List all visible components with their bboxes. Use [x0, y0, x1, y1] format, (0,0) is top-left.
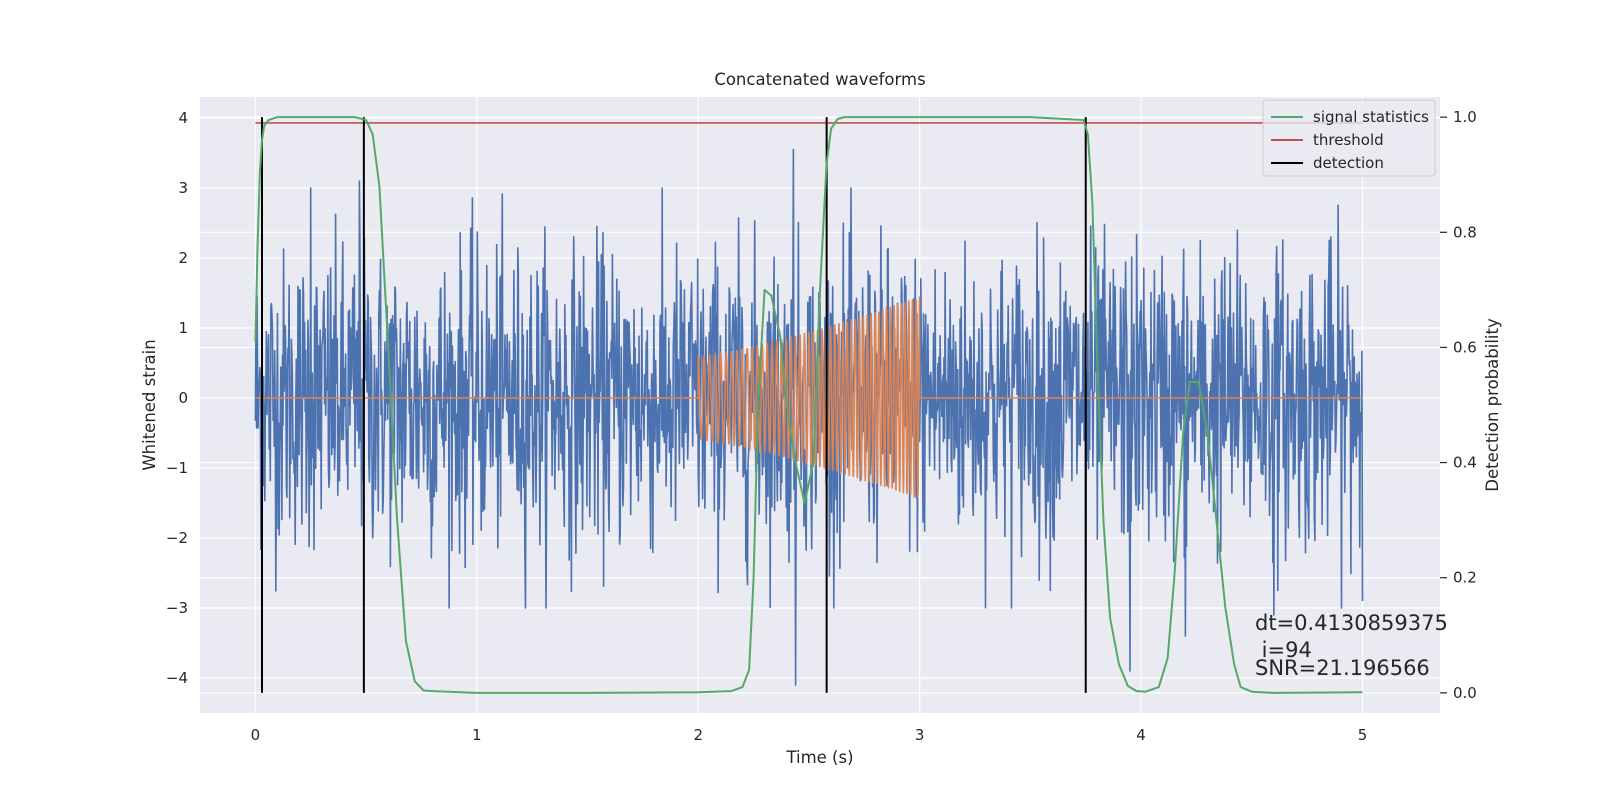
- legend-box: [1262, 99, 1436, 177]
- y-tick-label: −4: [166, 669, 188, 687]
- x-tick-label: 0: [251, 726, 261, 744]
- series-line-signal-statistics: [254, 116, 1363, 694]
- y-tick-label: 2: [178, 249, 188, 267]
- legend: signal statistics threshold detection: [1262, 99, 1436, 177]
- plot-data: [254, 116, 1364, 694]
- annotation-dt: dt=0.4130859375: [1255, 611, 1448, 635]
- y-tick-label: 4: [178, 109, 188, 127]
- x-tick-label: 3: [915, 726, 925, 744]
- y2-tick-label: 0.0: [1453, 684, 1477, 702]
- y-tick-label: −1: [166, 459, 188, 477]
- y2-tick-label: 0.2: [1453, 569, 1477, 587]
- y2-tick-label: 0.4: [1453, 454, 1477, 472]
- annotation-snr: SNR=21.196566: [1255, 656, 1430, 680]
- x-tick-label: 5: [1358, 726, 1368, 744]
- annotation-index: i=94: [1255, 638, 1312, 662]
- legend-label-signal-statistics: signal statistics: [1313, 108, 1429, 126]
- series-line-whitened-strain: [254, 148, 1364, 686]
- y-tick-label: −2: [166, 529, 188, 547]
- y-tick-label: 3: [178, 179, 188, 197]
- legend-label-threshold: threshold: [1313, 131, 1384, 149]
- x-tick-label: 1: [472, 726, 482, 744]
- y2-tick-label: 0.6: [1453, 338, 1477, 356]
- y-tick-label: −3: [166, 599, 188, 617]
- y-axis-label: Whitened strain: [140, 339, 159, 470]
- tick-labels: 0 1 2 3 4 5 −4 −3 −2 −1 0 1 2 3 4 0.0 0.2 0.4 0.6 0.8 1.0: [166, 108, 1477, 744]
- legend-label-detection: detection: [1313, 154, 1384, 172]
- y2-axis-label: Detection probability: [1483, 318, 1502, 492]
- y2-tick-label: 0.8: [1453, 223, 1477, 241]
- series-line-template: [255, 296, 1363, 499]
- x-axis-label: Time (s): [785, 748, 853, 767]
- y-tick-label: 1: [178, 319, 188, 337]
- y2-tick-label: 1.0: [1453, 108, 1477, 126]
- chart-title: Concatenated waveforms: [714, 70, 925, 89]
- x-tick-label: 4: [1136, 726, 1146, 744]
- x-tick-label: 2: [693, 726, 703, 744]
- y-tick-label: 0: [178, 389, 188, 407]
